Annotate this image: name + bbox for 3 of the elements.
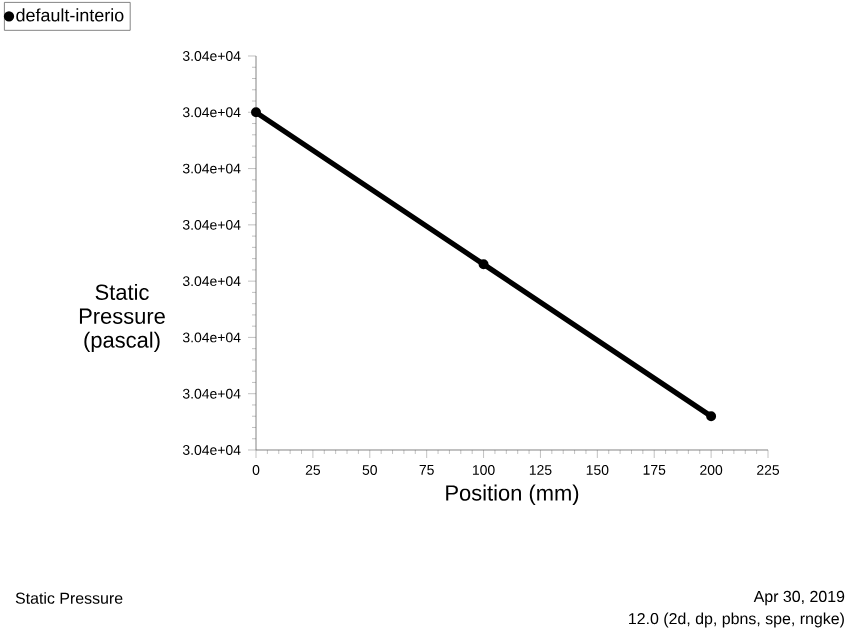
x-axis-title: Position (mm): [446, 484, 579, 506]
legend-label: default-interio: [16, 8, 124, 22]
y-axis-title: Static Pressure (pascal): [79, 283, 165, 353]
